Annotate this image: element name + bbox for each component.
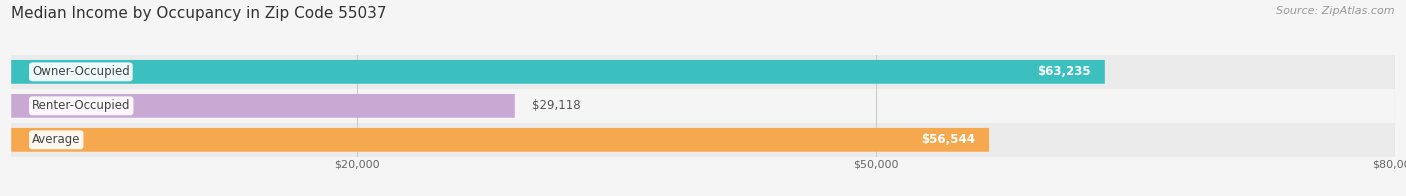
Text: Renter-Occupied: Renter-Occupied [32,99,131,112]
Text: Owner-Occupied: Owner-Occupied [32,65,129,78]
FancyBboxPatch shape [11,55,1395,89]
FancyBboxPatch shape [11,123,1395,157]
Text: $29,118: $29,118 [531,99,581,112]
FancyBboxPatch shape [11,60,1105,84]
FancyBboxPatch shape [11,94,515,118]
Text: Median Income by Occupancy in Zip Code 55037: Median Income by Occupancy in Zip Code 5… [11,6,387,21]
FancyBboxPatch shape [11,128,988,152]
Text: $56,544: $56,544 [921,133,976,146]
Text: Average: Average [32,133,80,146]
Text: $63,235: $63,235 [1038,65,1091,78]
Text: Source: ZipAtlas.com: Source: ZipAtlas.com [1277,6,1395,16]
FancyBboxPatch shape [11,89,1395,123]
